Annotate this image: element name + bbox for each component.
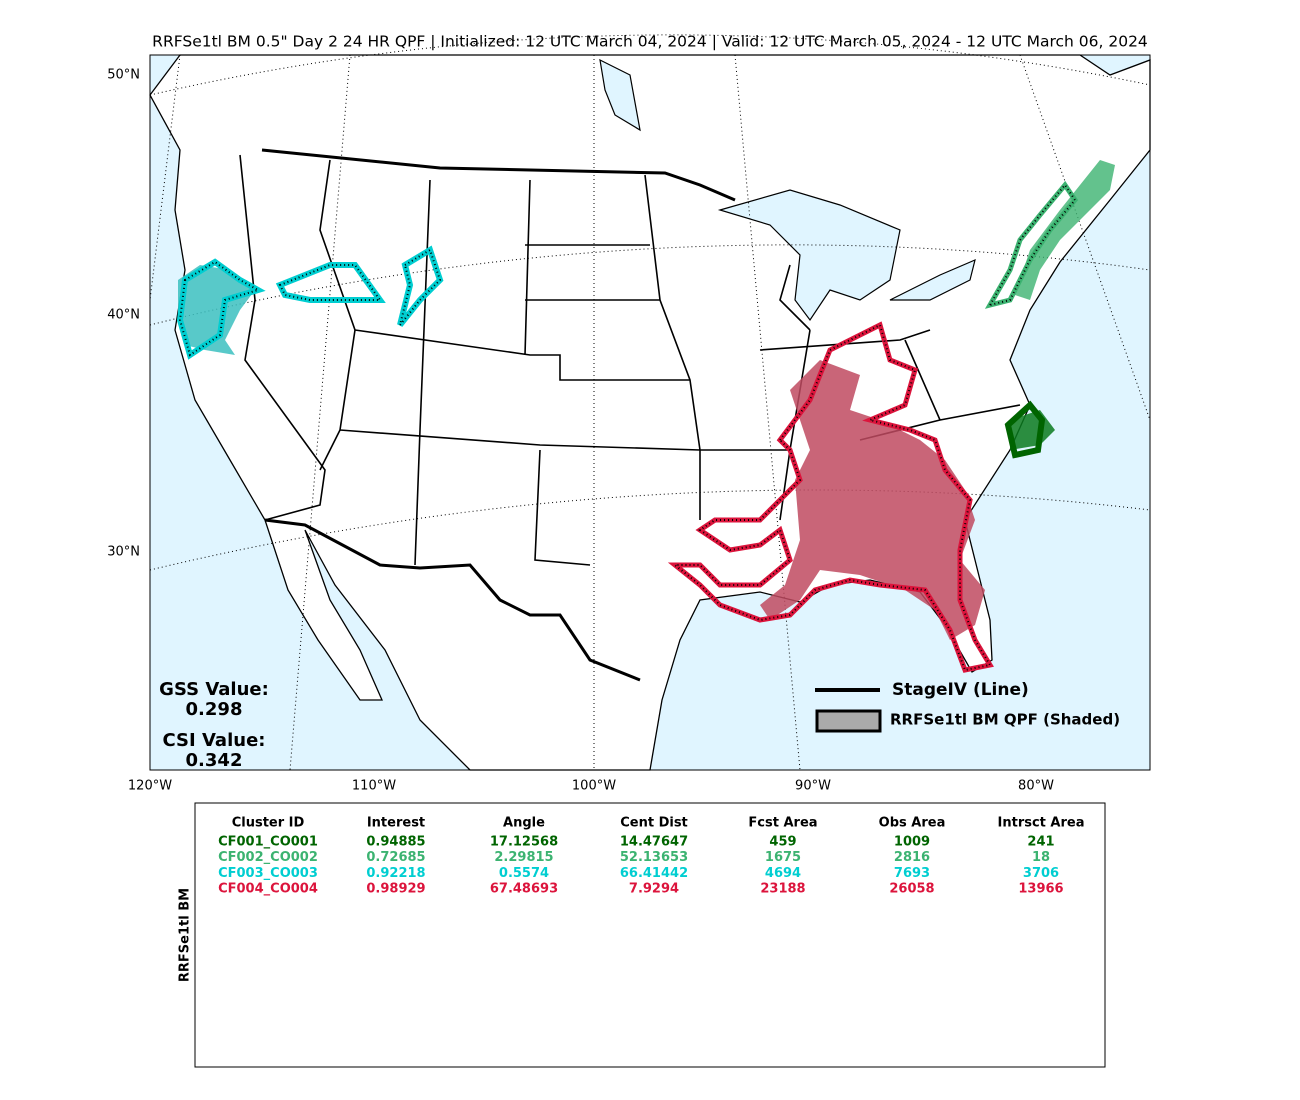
legend-label: RRFSe1tl BM QPF (Shaded) [890, 711, 1120, 729]
table-cell: 66.41442 [620, 866, 688, 881]
table-cell: 0.92218 [366, 866, 425, 881]
table-cell: 2816 [894, 850, 930, 865]
lon-label: 110°W [352, 779, 396, 794]
table-frame [194, 802, 1106, 1068]
table-cell: CF004_CO004 [218, 882, 318, 897]
legend: StageIV (Line) RRFSe1tl BM QPF (Shaded) [815, 680, 1120, 733]
table-cell: 17.12568 [490, 835, 558, 850]
table-header: Cluster ID [232, 816, 305, 831]
land [149, 54, 1151, 771]
cf001-cluster [1004, 400, 1055, 459]
table-cell: 52.13653 [620, 850, 688, 865]
lon-label: 80°W [1018, 779, 1054, 794]
table-cell: 4694 [765, 866, 801, 881]
lon-label: 120°W [128, 779, 172, 794]
graticule-lat [149, 34, 1151, 571]
lat-label: 40°N [107, 308, 140, 323]
table-cell: 14.47647 [620, 835, 688, 850]
legend-swatch [815, 709, 882, 733]
us-canada-border [261, 148, 736, 202]
map-frame [149, 54, 1151, 771]
table-cell: 0.98929 [366, 882, 425, 897]
great-lakes [717, 189, 901, 322]
table-cell: 0.94885 [366, 835, 425, 850]
lake-winnipeg [599, 58, 641, 132]
table-side-label: RRFSe1tl BM [178, 888, 193, 982]
table-cell: CF002_CO002 [218, 850, 318, 865]
lat-label: 50°N [107, 68, 140, 83]
title: RRFSe1tl BM 0.5" Day 2 24 HR QPF | Initi… [152, 33, 1148, 51]
gss-value: 0.298 [186, 699, 243, 720]
table-cell: CF003_CO003 [218, 866, 318, 881]
table-cell: 241 [1027, 835, 1054, 850]
lon-label: 100°W [572, 779, 616, 794]
table-cell: 7.9294 [629, 882, 679, 897]
table-cell: 0.5574 [499, 866, 549, 881]
table-cell: 26058 [889, 882, 934, 897]
cf003-cluster [176, 245, 444, 360]
table-header: Obs Area [879, 816, 946, 831]
table-cell: 3706 [1023, 866, 1059, 881]
table-cell: 1009 [894, 835, 930, 850]
legend-label: StageIV (Line) [892, 680, 1029, 700]
table-header: Angle [503, 816, 545, 831]
table-cell: 67.48693 [490, 882, 558, 897]
us-mexico-border [264, 518, 641, 682]
csi-value: 0.342 [186, 750, 243, 771]
table-cell: 13966 [1018, 882, 1063, 897]
table-cell: 0.72685 [366, 850, 425, 865]
map: 50°N 40°N 30°N 120°W 110°W 100°W 90°W 80… [107, 34, 1151, 794]
lake-erie-ontario [889, 258, 976, 301]
gss-label: GSS Value: [159, 679, 269, 700]
csi-label: CSI Value: [163, 730, 266, 751]
stats-table: RRFSe1tl BM Cluster ID Interest Angle Cent … [178, 802, 1106, 1068]
table-cell: 2.29815 [494, 850, 553, 865]
lat-label: 30°N [107, 545, 140, 560]
cf004-cluster [667, 321, 994, 673]
lon-label: 90°W [795, 779, 831, 794]
table-cell: 7693 [894, 866, 930, 881]
table-cell: 23188 [760, 882, 805, 897]
table-header: Intrsct Area [998, 816, 1085, 831]
table-header: Cent Dist [620, 816, 688, 831]
table-cell: 1675 [765, 850, 801, 865]
table-header: Interest [367, 816, 425, 831]
table-cell: 459 [769, 835, 796, 850]
table-cell: CF001_CO001 [218, 835, 318, 850]
table-cell: 18 [1032, 850, 1050, 865]
cf002-cluster [984, 160, 1115, 309]
table-header: Fcst Area [748, 816, 817, 831]
